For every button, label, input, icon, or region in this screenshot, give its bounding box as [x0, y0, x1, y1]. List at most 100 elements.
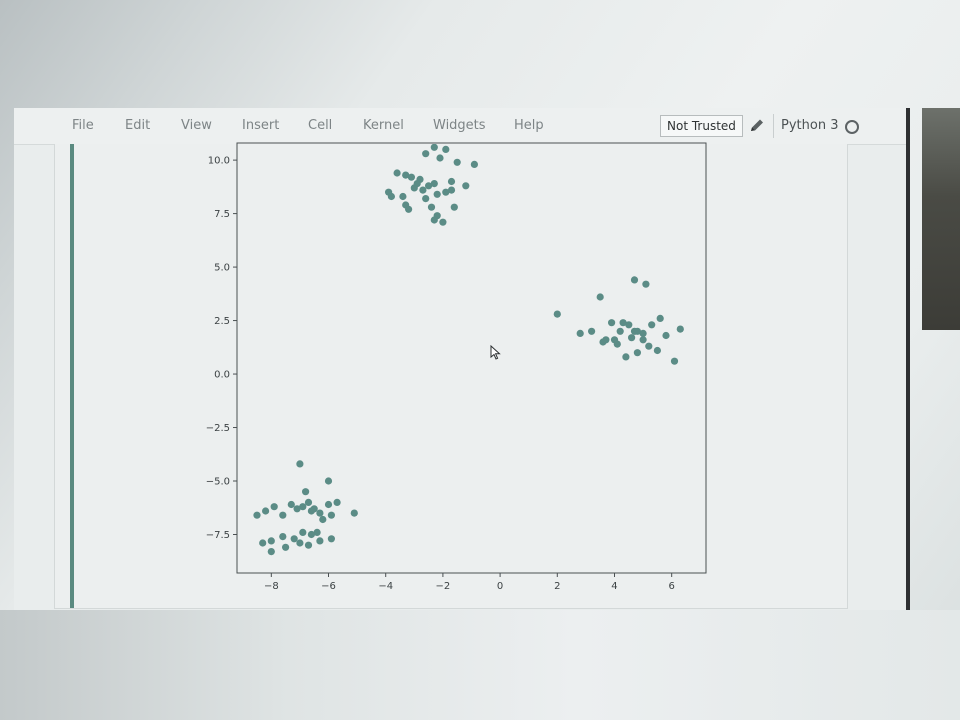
scatter-point	[422, 150, 430, 158]
scatter-point	[436, 154, 444, 162]
scatter-point	[430, 216, 438, 224]
scatter-point	[422, 195, 430, 203]
scatter-point	[393, 169, 401, 177]
x-tick-label: 0	[497, 581, 503, 592]
scatter-point	[588, 327, 596, 335]
scatter-point	[402, 171, 410, 179]
scatter-point	[433, 190, 441, 198]
y-tick-label: 0.0	[214, 370, 230, 381]
x-tick-label: 6	[668, 581, 674, 592]
y-tick-label: 7.5	[214, 209, 230, 220]
y-tick-label: −7.5	[206, 530, 230, 541]
scatter-point	[625, 321, 633, 329]
scatter-point	[425, 182, 433, 190]
y-tick-label: 10.0	[208, 156, 230, 167]
scatter-point	[656, 314, 664, 322]
scatter-point	[430, 144, 438, 151]
mouse-cursor-icon	[490, 345, 501, 360]
scatter-point	[616, 327, 624, 335]
scatter-point	[576, 329, 584, 337]
scatter-point	[608, 319, 616, 327]
scatter-point	[553, 310, 561, 318]
scatter-point	[630, 276, 639, 284]
scatter-point	[279, 511, 287, 519]
menu-cell[interactable]: Cell	[308, 118, 333, 133]
scatter-point	[613, 340, 621, 348]
x-tick-label: −8	[264, 581, 279, 592]
background-second-monitor	[922, 108, 960, 330]
x-tick-label: −2	[436, 581, 451, 592]
scatter-point	[447, 186, 456, 194]
menu-help[interactable]: Help	[514, 118, 544, 133]
plot-points	[253, 144, 684, 556]
menu-file[interactable]: File	[72, 118, 94, 133]
scatter-point	[633, 327, 642, 335]
scatter-point	[450, 203, 458, 211]
scatter-point	[262, 507, 270, 515]
scatter-point	[279, 533, 287, 541]
y-axis-ticks: 10.0 7.5 5.0 2.5 0.0 −2.5 −5.0 −7.5	[206, 156, 237, 541]
scatter-point	[290, 535, 298, 543]
scatter-point	[662, 331, 670, 340]
scatter-point	[327, 535, 335, 543]
scatter-point	[387, 192, 395, 201]
scatter-point	[639, 336, 647, 344]
scatter-point	[462, 182, 470, 190]
scatter-point	[299, 503, 307, 511]
jupyter-notebook-window: File Edit View Insert Cell Kernel Widget…	[14, 108, 906, 610]
scatter-point	[296, 460, 304, 468]
not-trusted-button[interactable]: Not Trusted	[660, 115, 743, 137]
scatter-point	[639, 329, 647, 337]
scatter-point	[267, 537, 275, 545]
y-tick-label: 2.5	[214, 316, 230, 327]
scatter-point	[313, 528, 321, 537]
scatter-point	[622, 353, 630, 361]
scatter-point	[453, 158, 461, 166]
scatter-point	[253, 511, 261, 519]
background-desk	[0, 610, 960, 720]
scatter-point	[307, 530, 315, 539]
scatter-point	[287, 500, 295, 509]
scatter-point	[282, 543, 290, 551]
scatter-point	[304, 541, 313, 549]
scatter-point	[296, 539, 304, 547]
output-cell	[54, 144, 848, 609]
x-tick-label: 2	[554, 581, 560, 592]
scatter-point	[307, 507, 315, 515]
menu-insert[interactable]: Insert	[242, 118, 280, 133]
pencil-icon[interactable]	[748, 117, 766, 135]
scatter-point	[653, 346, 662, 355]
menu-widgets[interactable]: Widgets	[433, 118, 486, 133]
scatter-point	[442, 188, 450, 196]
scatter-point	[410, 184, 418, 192]
scatter-point	[645, 342, 653, 350]
menu-kernel[interactable]: Kernel	[363, 118, 404, 133]
kernel-idle-circle-icon	[845, 120, 859, 134]
scatter-point	[602, 336, 610, 344]
y-tick-label: −2.5	[206, 423, 230, 434]
menu-edit[interactable]: Edit	[125, 118, 151, 133]
scatter-point	[293, 505, 301, 513]
scatter-point	[324, 500, 333, 509]
monitor-bezel-edge	[906, 108, 910, 610]
scatter-point	[319, 515, 327, 524]
scatter-point	[324, 477, 333, 485]
scatter-point	[442, 145, 450, 153]
scatter-point	[350, 509, 358, 517]
scatter-point	[316, 537, 324, 545]
scatter-point	[447, 177, 456, 186]
scatter-point	[470, 160, 478, 168]
scatter-point	[676, 325, 684, 333]
scatter-point	[619, 319, 627, 327]
scatter-point	[633, 349, 642, 357]
scatter-point	[299, 528, 307, 537]
scatter-point	[304, 498, 313, 506]
scatter-point	[439, 218, 447, 226]
scatter-point	[427, 203, 436, 211]
kernel-separator	[773, 114, 774, 138]
x-tick-label: −4	[378, 581, 393, 592]
scatter-point	[259, 539, 267, 547]
scatter-point	[327, 511, 335, 519]
menu-view[interactable]: View	[181, 118, 212, 133]
